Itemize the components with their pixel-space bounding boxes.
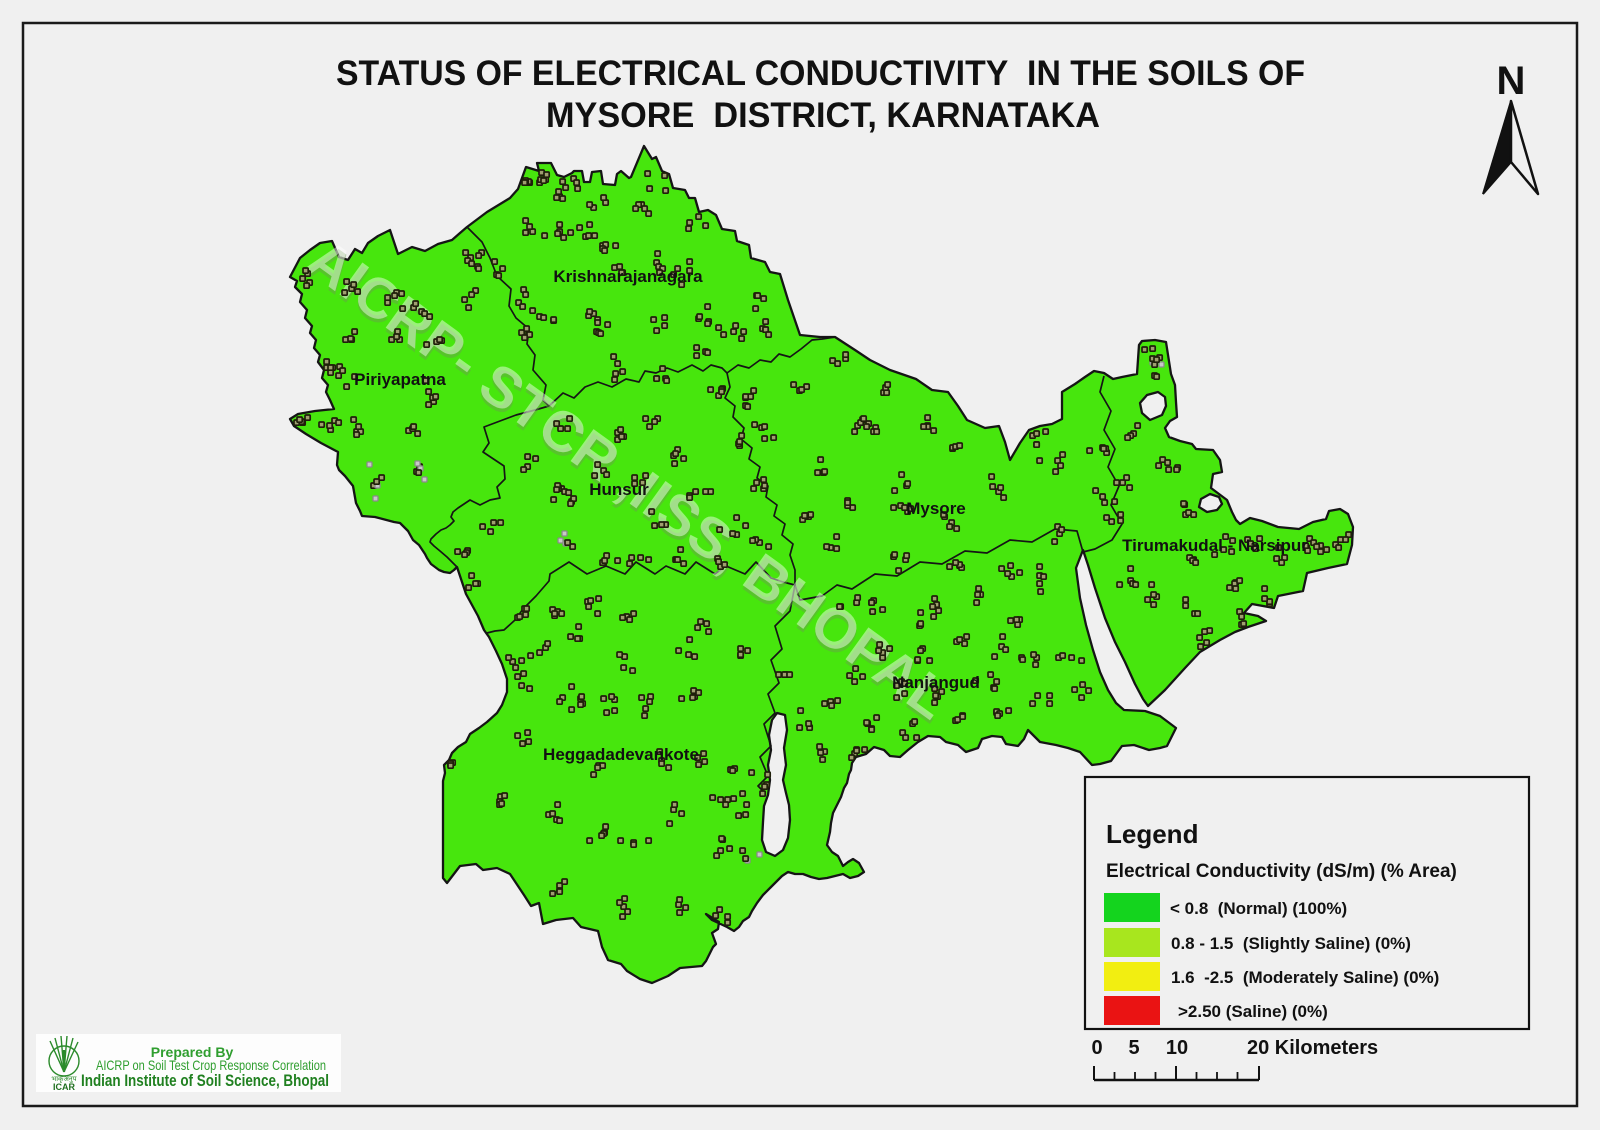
svg-text:< 0.8 (Normal) (100%): < 0.8 (Normal) (100%) [1170,899,1347,918]
svg-text:भाकृअनुप: भाकृअनुप [51,1076,77,1083]
svg-text:Prepared By: Prepared By [151,1044,234,1060]
svg-text:Mysore: Mysore [906,499,966,518]
svg-text:Piriyapatna: Piriyapatna [354,370,446,389]
svg-text:Electrical Conductivity (dS/m): Electrical Conductivity (dS/m) (% Area) [1106,861,1457,882]
svg-text:Tirumakudal - Narsipur: Tirumakudal - Narsipur [1122,536,1308,555]
svg-text:AICRP on Soil Test Crop Respon: AICRP on Soil Test Crop Response Correla… [96,1057,326,1073]
svg-text:Hunsur: Hunsur [589,480,649,499]
svg-text:Krishnarajanagara: Krishnarajanagara [553,267,703,286]
svg-text:Legend: Legend [1106,819,1198,849]
svg-text:1.6 -2.5 (Moderately Saline): 1.6 -2.5 (Moderately Saline) (0%) [1171,968,1439,987]
svg-text:Indian Institute of Soil Scien: Indian Institute of Soil Science, Bhopal [81,1071,329,1090]
svg-text:0: 0 [1091,1037,1102,1059]
svg-text:0.8 - 1.5 (Slightly Saline) (: 0.8 - 1.5 (Slightly Saline) (0%) [1171,934,1411,953]
svg-text:10: 10 [1166,1037,1188,1059]
svg-text:MYSORE DISTRICT, KARNATAKA: MYSORE DISTRICT, KARNATAKA [546,96,1100,135]
svg-text:20 Kilometers: 20 Kilometers [1247,1037,1378,1059]
svg-text:>2.50 (Saline) (0%): >2.50 (Saline) (0%) [1178,1002,1328,1021]
svg-text:Nanjangud: Nanjangud [892,673,980,692]
svg-text:5: 5 [1128,1037,1139,1059]
svg-text:Heggadadevankote: Heggadadevankote [543,745,699,764]
svg-text:STATUS OF ELECTRICAL CONDUCTIV: STATUS OF ELECTRICAL CONDUCTIVITY IN THE… [336,54,1305,93]
svg-text:N: N [1497,59,1526,103]
svg-text:ICAR: ICAR [53,1082,75,1092]
